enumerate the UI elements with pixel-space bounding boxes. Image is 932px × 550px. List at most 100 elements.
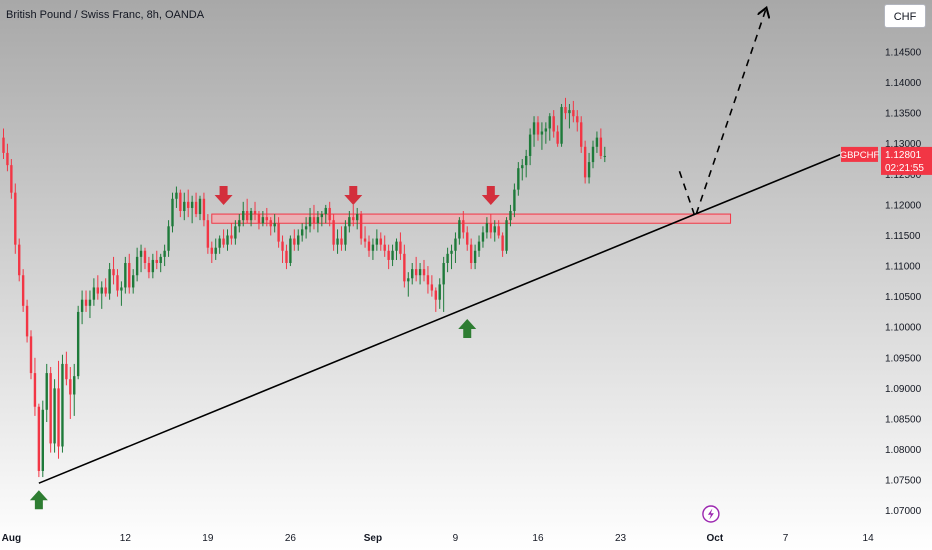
candle (434, 287, 437, 312)
candle (426, 266, 430, 294)
candle (595, 131, 599, 153)
candle (560, 103, 563, 147)
candle (332, 214, 335, 251)
candle-body (576, 116, 579, 123)
price-tag-symbol-box (841, 146, 878, 162)
candle (33, 357, 37, 416)
y-tick-label: 1.08000 (885, 445, 922, 456)
candle (414, 256, 418, 282)
candle (257, 211, 261, 230)
candle (18, 238, 21, 282)
candle (297, 229, 300, 251)
candle-body (112, 269, 115, 276)
candle-body (383, 244, 386, 251)
candle-body (25, 305, 29, 337)
event-lightning-icon[interactable] (702, 505, 720, 523)
candle-body (450, 250, 453, 254)
x-tick-label: Sep (364, 533, 382, 544)
y-tick-label: 1.10000 (885, 323, 922, 334)
candle-body (414, 269, 418, 276)
y-tick-label: 1.12500 (885, 170, 922, 181)
candle-body (411, 269, 414, 279)
candle (198, 195, 202, 221)
candle-body (76, 311, 80, 377)
candle-body (418, 269, 422, 276)
candle-body (340, 238, 343, 245)
chart-title: British Pound / Swiss Franc, 8h, OANDA (6, 9, 205, 21)
lightning-bolt (707, 508, 714, 520)
candle-body (469, 244, 473, 263)
currency-button[interactable]: CHF (884, 4, 926, 28)
candle (234, 220, 237, 245)
candle-body (505, 220, 508, 251)
candle (269, 217, 272, 236)
candle (524, 149, 528, 178)
candle-body (249, 211, 253, 221)
candle (446, 247, 449, 273)
candle (45, 363, 48, 423)
candle-body (124, 263, 127, 288)
candle-body (53, 388, 56, 444)
candle-body (10, 165, 13, 193)
candle-body (473, 250, 477, 263)
price-tag-value-box (881, 146, 932, 175)
candle-body (454, 238, 457, 251)
candle-body (312, 217, 316, 224)
candle (320, 211, 324, 227)
candle (57, 360, 60, 459)
candle (340, 226, 343, 251)
candle-body (230, 235, 233, 239)
candle (403, 244, 406, 288)
candle (442, 256, 445, 312)
resistance-arrow-down-icon (214, 185, 233, 205)
candle-body (477, 241, 481, 251)
candle-body (521, 165, 524, 169)
candle (112, 256, 115, 285)
candle (135, 247, 139, 282)
candle-body (257, 214, 261, 224)
candle-body (438, 284, 441, 300)
candle-body (135, 256, 139, 276)
candle-body (572, 110, 575, 117)
candle-body (540, 131, 544, 135)
candle-body (332, 220, 335, 245)
candle (371, 238, 375, 260)
candle (277, 217, 280, 248)
price-tag-symbol: GBPCHF (840, 150, 880, 161)
candle (536, 116, 540, 141)
candle (226, 229, 229, 251)
candle-body (234, 226, 237, 239)
candle-body (45, 373, 48, 410)
candle (76, 305, 80, 380)
candle-body (194, 201, 198, 215)
candle (477, 235, 481, 257)
candle-body (289, 238, 292, 263)
candle-body (544, 128, 548, 132)
candle (218, 235, 221, 254)
candle-body (265, 217, 269, 221)
candle-body (84, 299, 88, 306)
candle (238, 214, 241, 233)
candle (418, 263, 422, 285)
candle-body (277, 223, 280, 242)
candle-body (481, 232, 485, 242)
x-tick-label: 14 (863, 533, 875, 544)
candle-body (352, 217, 355, 221)
candle-body (171, 198, 174, 227)
candle (214, 238, 217, 260)
candle (462, 211, 465, 239)
candle-body (104, 287, 107, 294)
candle-body (261, 217, 265, 224)
candle (167, 220, 170, 257)
candle-body (69, 379, 72, 395)
candle (120, 281, 123, 306)
candle-body (300, 229, 304, 236)
candle (391, 244, 394, 267)
candle (230, 223, 233, 245)
projection-path (678, 9, 765, 220)
candle-body (375, 238, 379, 245)
support-arrow-up-icon (458, 319, 477, 339)
candle (450, 244, 453, 270)
candle-body (49, 373, 52, 444)
